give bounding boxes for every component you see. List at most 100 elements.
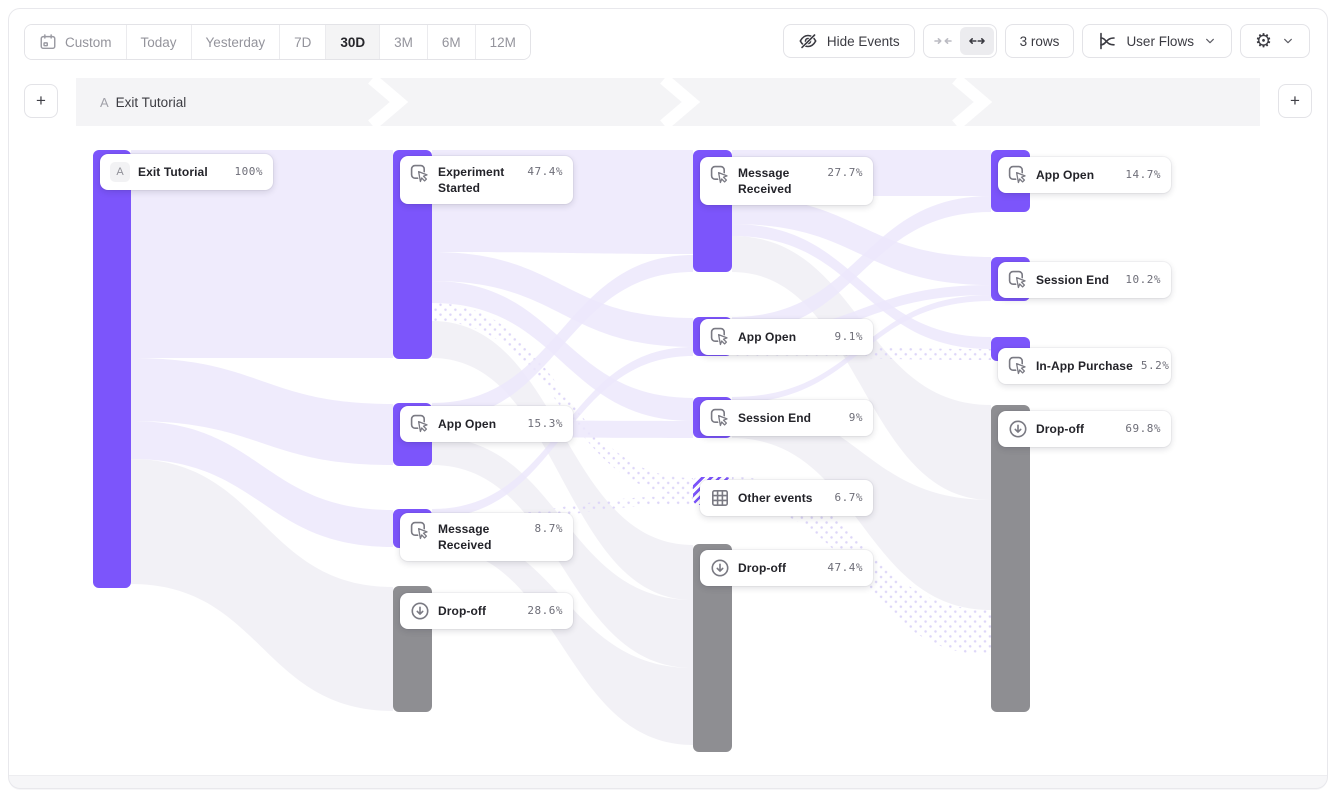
node-card-other-events[interactable]: Other events 6.7% xyxy=(700,480,873,516)
date-range-custom[interactable]: Custom xyxy=(25,25,127,59)
node-card-experiment-started[interactable]: Experiment Started 47.4% xyxy=(400,156,573,205)
eye-off-icon xyxy=(798,31,818,51)
node-percent: 100% xyxy=(234,164,263,178)
top-toolbar: Custom Today Yesterday 7D 30D 3M 6M 12M … xyxy=(0,0,1336,66)
date-range-group: Custom Today Yesterday 7D 30D 3M 6M 12M xyxy=(24,24,531,60)
node-label: App Open xyxy=(438,416,497,431)
date-range-label: Yesterday xyxy=(205,34,266,50)
date-range-12m[interactable]: 12M xyxy=(475,25,530,59)
plus-icon: + xyxy=(1290,91,1300,110)
node-label: Drop-off xyxy=(1036,421,1085,436)
node-label: Drop-off xyxy=(438,603,487,618)
flow-ribbon xyxy=(432,255,693,420)
bar-exit-tutorial[interactable] xyxy=(93,150,131,588)
node-percent: 5.2% xyxy=(1140,358,1170,372)
node-card-message-received[interactable]: Message Received 27.7% xyxy=(700,157,873,206)
chevron-down-icon xyxy=(1203,34,1217,48)
node-label: App Open xyxy=(1036,167,1095,182)
gear-icon: ⚙ xyxy=(1254,29,1272,52)
node-label: In-App Purchase xyxy=(1036,358,1133,373)
drop-off-icon xyxy=(1008,419,1028,439)
node-percent: 47.4% xyxy=(527,165,563,178)
date-range-30d[interactable]: 30D xyxy=(326,25,381,59)
node-card-drop-off[interactable]: Drop-off 47.4% xyxy=(700,550,873,586)
flow-ribbon xyxy=(432,281,693,421)
collapse-columns-button[interactable] xyxy=(926,27,960,55)
steps-header-bar: A Exit Tutorial xyxy=(76,78,1260,126)
user-flows-icon xyxy=(1097,31,1117,51)
add-step-right-button[interactable]: + xyxy=(1278,84,1312,118)
step-chevron-separator xyxy=(660,78,701,126)
drop-off-icon xyxy=(410,601,430,621)
node-percent: 14.7% xyxy=(1125,167,1161,181)
node-percent: 69.8% xyxy=(1125,421,1161,435)
event-icon xyxy=(1008,270,1028,290)
node-card-session-end[interactable]: Session End 9% xyxy=(700,400,873,436)
flow-ribbon xyxy=(732,224,991,349)
node-card-exit-tutorial[interactable]: A Exit Tutorial 100% xyxy=(100,154,273,190)
node-percent: 9% xyxy=(848,410,863,424)
date-range-6m[interactable]: 6M xyxy=(427,25,476,59)
node-percent: 47.4% xyxy=(827,560,863,574)
view-selector-button[interactable]: User Flows xyxy=(1082,24,1232,58)
flow-ribbon-other xyxy=(432,303,693,496)
step-chevron-separator xyxy=(368,78,409,126)
node-card-app-open[interactable]: App Open 9.1% xyxy=(700,319,873,355)
date-range-7d[interactable]: 7D xyxy=(280,25,327,59)
flow-ribbon xyxy=(131,421,393,547)
view-selector-label: User Flows xyxy=(1126,33,1194,49)
flow-ribbon xyxy=(732,196,991,285)
step-letter: A xyxy=(100,94,109,110)
node-percent: 28.6% xyxy=(527,603,563,617)
step-label: A Exit Tutorial xyxy=(100,78,186,126)
rows-label: 3 rows xyxy=(1019,33,1060,49)
hide-events-button[interactable]: Hide Events xyxy=(782,24,915,58)
date-range-yesterday[interactable]: Yesterday xyxy=(191,25,281,59)
date-range-label: 12M xyxy=(489,34,516,50)
node-percent: 15.3% xyxy=(527,416,563,430)
column-width-toggle xyxy=(922,24,997,58)
step-name: Exit Tutorial xyxy=(115,94,187,110)
collapse-arrows-icon xyxy=(933,31,953,51)
node-card-message-received[interactable]: Message Received 8.7% xyxy=(400,513,573,562)
node-label: Session End xyxy=(1036,272,1110,287)
flow-ribbon-dropoff xyxy=(732,236,991,500)
date-range-today[interactable]: Today xyxy=(126,25,192,59)
event-icon xyxy=(710,408,730,428)
node-label: Other events xyxy=(738,490,813,505)
flow-ribbon xyxy=(131,150,393,358)
calendar-icon xyxy=(39,33,57,51)
chevron-down-icon xyxy=(1281,34,1295,48)
node-label: Drop-off xyxy=(738,560,787,575)
flow-ribbon xyxy=(732,196,991,333)
bottom-scroll-strip[interactable] xyxy=(9,775,1327,790)
rows-button[interactable]: 3 rows xyxy=(1004,24,1075,58)
drop-off-icon xyxy=(710,558,730,578)
event-icon xyxy=(410,414,430,434)
event-icon xyxy=(410,521,430,541)
hide-events-label: Hide Events xyxy=(826,33,900,49)
expand-arrows-icon xyxy=(967,31,987,51)
flow-ribbon-dropoff xyxy=(432,321,693,600)
node-card-in-app-purchase[interactable]: In-App Purchase 5.2% xyxy=(998,348,1171,384)
node-card-drop-off[interactable]: Drop-off 28.6% xyxy=(400,593,573,629)
node-card-drop-off[interactable]: Drop-off 69.8% xyxy=(998,411,1171,447)
node-percent: 9.1% xyxy=(834,329,863,343)
node-card-session-end[interactable]: Session End 10.2% xyxy=(998,262,1171,298)
node-label: Message Received xyxy=(438,522,492,553)
expand-columns-button[interactable] xyxy=(959,27,994,55)
node-percent: 27.7% xyxy=(827,166,863,179)
date-range-3m[interactable]: 3M xyxy=(380,25,428,59)
flow-ribbon-dropoff xyxy=(131,459,393,711)
flow-ribbon-dropoff xyxy=(432,527,693,745)
step-chevron-separator xyxy=(952,78,993,126)
event-icon xyxy=(710,165,730,185)
node-card-app-open[interactable]: App Open 14.7% xyxy=(998,157,1171,193)
add-step-left-button[interactable]: + xyxy=(24,84,58,118)
date-range-label: Custom xyxy=(65,34,112,50)
settings-button[interactable]: ⚙ xyxy=(1239,24,1310,58)
node-card-app-open[interactable]: App Open 15.3% xyxy=(400,406,573,442)
bar-drop-off[interactable] xyxy=(991,405,1030,712)
node-percent: 6.7% xyxy=(834,490,863,504)
node-percent: 10.2% xyxy=(1125,272,1161,286)
